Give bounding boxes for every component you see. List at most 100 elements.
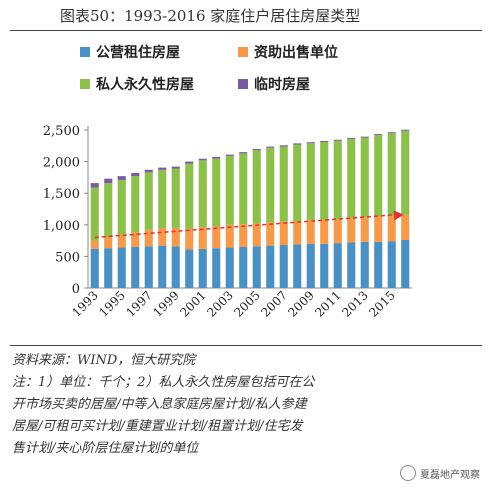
bar-segment xyxy=(387,132,396,134)
bar-segment xyxy=(158,245,167,288)
chart-title: 图表50：1993-2016 家庭住户居住房屋类型 xyxy=(60,7,361,25)
bar-segment xyxy=(158,167,167,170)
bar-segment xyxy=(117,234,126,248)
bar-segment xyxy=(171,166,180,169)
watermark-text: 夏磊地产观察 xyxy=(420,469,480,481)
bar-segment xyxy=(239,224,248,247)
bar-segment xyxy=(374,216,383,242)
bar-segment xyxy=(279,221,288,246)
y-tick-label: 1,500 xyxy=(43,187,80,202)
bar-segment xyxy=(225,247,234,288)
bar-segment xyxy=(117,247,126,288)
bar-segment xyxy=(360,241,369,288)
trend-line xyxy=(94,213,396,239)
x-tick-label: 2009 xyxy=(285,288,316,319)
bar-segment xyxy=(401,239,410,288)
bar-segment xyxy=(198,158,207,161)
legend-label-temporary: 临时房屋 xyxy=(254,77,310,93)
bar-segment xyxy=(131,176,140,233)
y-tick-label: 2,500 xyxy=(43,124,80,139)
source-note: 资料来源：WIND，恒大研究院 xyxy=(12,353,196,368)
bar-segment xyxy=(131,232,140,247)
bar-segment xyxy=(185,163,194,229)
bar-segment xyxy=(266,147,275,223)
bar-segment xyxy=(279,245,288,288)
notes: 资料来源：WIND，恒大研究院 注：1）单位：千个；2）私人永久性房屋包括可在公… xyxy=(12,350,482,460)
bar-segment xyxy=(185,228,194,250)
bar-segment xyxy=(279,145,288,147)
bar-segment xyxy=(104,183,113,238)
bar-segment xyxy=(90,240,99,249)
bar-segment xyxy=(374,241,383,288)
x-tick-label: 2007 xyxy=(258,288,289,319)
bar-segment xyxy=(266,146,275,148)
bar-segment xyxy=(401,214,410,240)
bar-segment xyxy=(320,142,329,220)
bar-segment xyxy=(104,248,113,288)
bar-segment xyxy=(158,227,167,246)
x-tick-label: 2001 xyxy=(177,288,208,319)
bar-segment xyxy=(225,224,234,248)
note-line-4: 售计划/夹心阶层住屋计划的单位 xyxy=(12,441,199,456)
bar-segment xyxy=(104,178,113,184)
bar-segment xyxy=(225,155,234,225)
bar-segment xyxy=(360,136,369,138)
trend-arrowhead xyxy=(393,210,404,221)
x-tick-label: 2015 xyxy=(366,288,397,319)
bar-segment xyxy=(131,246,140,288)
bar-segment xyxy=(90,248,99,288)
bar-segment xyxy=(252,223,261,247)
bar-segment xyxy=(374,134,383,136)
bar-segment xyxy=(212,156,221,159)
bar-segment xyxy=(185,161,194,164)
bar-segment xyxy=(252,246,261,288)
bar-segment xyxy=(198,160,207,228)
watermark: 夏磊地产观察 xyxy=(400,465,480,481)
legend-item-temporary: 临时房屋 xyxy=(238,74,310,94)
bar-segment xyxy=(374,135,383,217)
bar-segment xyxy=(333,243,342,288)
bar-segment xyxy=(266,245,275,288)
bar-segment xyxy=(360,217,369,242)
y-tick-label: 2,000 xyxy=(43,156,80,171)
bar-segment xyxy=(306,142,315,144)
bar-segment xyxy=(401,129,410,131)
bar-segment xyxy=(306,220,315,244)
title-divider xyxy=(10,30,482,31)
bar-segment xyxy=(239,246,248,288)
bar-segment xyxy=(347,242,356,288)
wechat-icon xyxy=(400,465,416,481)
x-tick-label: 2003 xyxy=(204,288,235,319)
bar-segment xyxy=(306,243,315,288)
bar-segment xyxy=(333,140,342,220)
bar-segment xyxy=(293,244,302,288)
bar-segment xyxy=(198,227,207,249)
legend-swatch-subsidized-sale xyxy=(238,47,248,57)
bar-segment xyxy=(320,243,329,288)
legend-label-subsidized-sale: 资助出售单位 xyxy=(254,45,338,61)
note-line-1: 注：1）单位：千个；2）私人永久性房屋包括可在公 xyxy=(12,375,315,390)
bar-segment xyxy=(360,137,369,218)
bar-segment xyxy=(293,221,302,245)
y-tick-label: 500 xyxy=(55,250,80,265)
bar-segment xyxy=(144,172,153,230)
bar-segment xyxy=(117,179,126,235)
legend-item-public-rental: 公营租住房屋 xyxy=(80,42,180,62)
bar-segment xyxy=(117,176,126,180)
x-tick-label: 2011 xyxy=(312,288,343,319)
bar-segment xyxy=(279,146,288,222)
bar-segment xyxy=(185,249,194,288)
bar-segment xyxy=(239,153,248,225)
bar-segment xyxy=(401,130,410,215)
bar-segment xyxy=(131,172,140,177)
legend-item-private-permanent: 私人永久性房屋 xyxy=(80,74,194,94)
bar-segment xyxy=(198,248,207,288)
bar-segment xyxy=(320,219,329,244)
bar-segment xyxy=(239,152,248,154)
bar-segment xyxy=(293,144,302,222)
legend-label-public-rental: 公营租住房屋 xyxy=(96,45,180,61)
legend-swatch-private-permanent xyxy=(80,79,90,89)
bar-segment xyxy=(293,143,302,145)
bar-segment xyxy=(212,158,221,227)
bar-segment xyxy=(90,183,99,188)
